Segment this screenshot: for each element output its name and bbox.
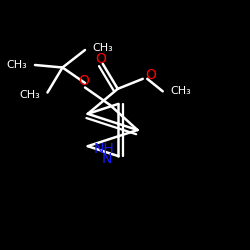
Text: CH₃: CH₃ bbox=[92, 42, 113, 52]
Text: N: N bbox=[102, 152, 112, 166]
Text: O: O bbox=[78, 74, 89, 88]
Text: NH: NH bbox=[94, 142, 115, 156]
Text: O: O bbox=[95, 52, 106, 66]
Text: CH₃: CH₃ bbox=[170, 86, 191, 96]
Text: O: O bbox=[145, 68, 156, 82]
Text: CH₃: CH₃ bbox=[19, 90, 40, 100]
Text: CH₃: CH₃ bbox=[7, 60, 28, 70]
